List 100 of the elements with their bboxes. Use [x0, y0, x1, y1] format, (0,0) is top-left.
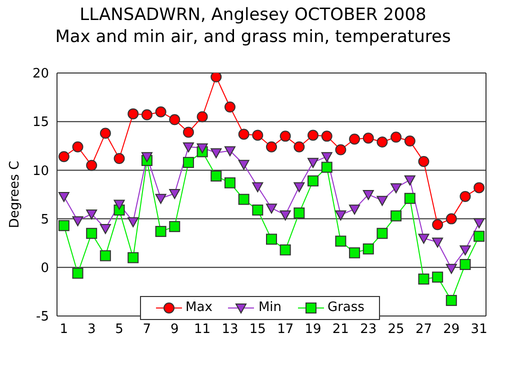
- point: [128, 252, 139, 264]
- point: [238, 128, 250, 140]
- legend-label: Grass: [328, 300, 364, 316]
- point: [141, 109, 152, 120]
- point: [294, 182, 305, 192]
- point: [432, 238, 444, 248]
- point: [196, 111, 208, 122]
- point: [266, 234, 277, 245]
- y-tick-label: 20: [32, 66, 49, 82]
- point: [182, 126, 194, 138]
- point: [474, 182, 485, 194]
- point: [72, 268, 84, 279]
- point: [238, 194, 250, 205]
- point: [128, 108, 139, 120]
- point: [280, 210, 291, 220]
- point: [114, 200, 125, 210]
- point: [252, 130, 264, 141]
- point: [460, 190, 471, 202]
- point: [128, 217, 139, 228]
- x-tick-label: 29: [443, 322, 460, 338]
- point: [321, 130, 332, 142]
- point: [58, 151, 70, 162]
- y-tick-label: 5: [40, 212, 49, 228]
- point: [390, 183, 402, 194]
- point: [308, 130, 319, 141]
- point: [169, 189, 180, 200]
- x-tick-label: 23: [360, 322, 377, 338]
- point: [474, 230, 485, 242]
- point: [100, 250, 111, 262]
- point: [169, 221, 180, 232]
- point: [155, 106, 166, 118]
- point: [474, 218, 485, 228]
- point: [376, 228, 388, 239]
- x-tick-label: 21: [332, 322, 349, 338]
- point: [418, 274, 430, 285]
- point: [210, 73, 222, 82]
- point: [335, 236, 346, 247]
- point: [182, 156, 194, 168]
- point: [362, 243, 374, 254]
- point: [58, 220, 70, 232]
- point: [155, 226, 166, 237]
- point: [266, 141, 277, 152]
- point: [432, 219, 444, 230]
- y-tick-label: 0: [40, 261, 49, 276]
- x-tick-label: 13: [222, 322, 238, 338]
- point: [362, 132, 374, 144]
- point: [224, 146, 236, 156]
- x-tick-label: 7: [142, 322, 152, 338]
- point: [224, 102, 236, 113]
- point: [349, 204, 360, 215]
- point: [72, 216, 84, 226]
- point: [460, 245, 471, 256]
- y-tick-label: -5: [36, 310, 49, 325]
- x-tick-label: 31: [470, 322, 488, 338]
- point: [252, 182, 264, 192]
- point: [460, 258, 471, 270]
- x-tick-label: 5: [115, 322, 124, 338]
- chart-title: LLANSADWRN, Anglesey OCTOBER 2008: [78, 4, 428, 26]
- point: [321, 162, 332, 173]
- point: [418, 156, 430, 167]
- legend-label: Max: [186, 300, 212, 316]
- x-tick-label: 27: [415, 322, 432, 338]
- x-tick-label: 11: [194, 322, 211, 338]
- point: [349, 247, 360, 258]
- point: [100, 224, 111, 234]
- point: [404, 175, 416, 186]
- point: [404, 136, 416, 147]
- x-tick-label: 25: [388, 322, 404, 338]
- point: [86, 209, 98, 220]
- x-tick-label: 1: [60, 322, 68, 338]
- point: [72, 141, 84, 152]
- point: [169, 114, 180, 126]
- point: [432, 272, 444, 283]
- point: [308, 175, 319, 186]
- point: [446, 213, 457, 224]
- y-tick-label: 10: [32, 164, 49, 179]
- y-tick-label: 15: [32, 115, 49, 130]
- x-tick-label: 3: [87, 322, 96, 338]
- legend-label: Min: [258, 300, 282, 316]
- point: [114, 153, 125, 164]
- y-axis-title: Degrees C: [8, 160, 23, 228]
- point: [390, 132, 402, 143]
- point: [321, 152, 332, 162]
- point: [446, 294, 457, 306]
- point: [349, 134, 360, 145]
- x-tick-label: 17: [277, 322, 294, 338]
- point: [376, 196, 388, 206]
- point: [266, 204, 277, 214]
- point: [100, 128, 111, 139]
- chart-subtitle: Max and min air, and grass min, temperatures: [54, 26, 452, 48]
- point: [224, 177, 236, 188]
- point: [155, 194, 166, 204]
- point: [280, 130, 291, 142]
- point: [404, 192, 416, 204]
- point: [182, 142, 194, 152]
- point: [308, 158, 319, 168]
- point: [58, 192, 70, 202]
- x-tick-label: 9: [170, 322, 179, 338]
- point: [376, 136, 388, 148]
- point: [252, 204, 264, 216]
